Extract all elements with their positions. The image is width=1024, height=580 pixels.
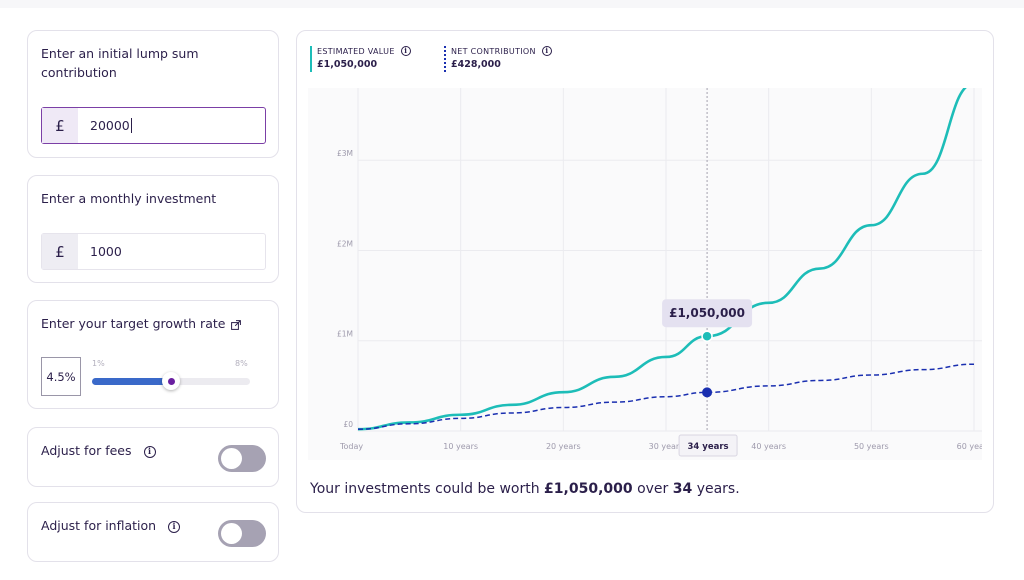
inflation-label-text: Adjust for inflation [41,518,157,533]
toggle-knob [221,448,242,469]
legend-net-swatch [444,46,446,72]
growth-card: Enter your target growth rate 4.5% 1% 8% [27,300,279,409]
inflation-label: Adjust for inflation i [41,516,181,535]
growth-chart[interactable]: £0 £1M £2M £3M £1,050,000 Today 10 years 20 yea… [308,88,982,460]
monthly-input[interactable]: £ 1000 [41,233,266,270]
highlight-x-box [678,434,738,457]
growth-slider[interactable] [92,372,250,390]
net-contribution-point [702,387,713,398]
text-caret [130,118,132,133]
x-tick-label: 20 years [546,442,581,451]
legend-estimated-title-text: ESTIMATED VALUE [317,47,395,56]
legend-net-title-text: NET CONTRIBUTION [451,47,536,56]
top-strip [0,0,1024,8]
y-tick-label: £3M [337,149,353,158]
info-icon[interactable]: i [541,46,552,56]
summary-middle: over [637,481,669,497]
external-link-icon[interactable] [231,319,242,330]
x-tick-label: 10 years [443,442,478,451]
summary-amount: £1,050,000 [544,481,633,497]
lump-sum-label: Enter an initial lump sum contribution [41,44,199,82]
x-tick-label: 60 years [957,442,982,451]
legend-estimated: ESTIMATED VALUE i £1,050,000 [310,46,411,72]
y-tick-label: £1M [337,330,353,339]
fees-label-text: Adjust for fees [41,443,132,458]
slider-thumb[interactable] [162,372,180,390]
legend-net-value: £428,000 [451,59,501,70]
y-tick-label: £0 [343,420,353,429]
legend-estimated-swatch [310,46,312,72]
inflation-toggle[interactable] [218,520,266,547]
x-tick-label: 50 years [854,442,889,451]
info-icon[interactable]: i [143,445,156,458]
legend-estimated-value: £1,050,000 [317,59,378,70]
slider-fill [92,378,179,385]
summary-suffix: years. [696,481,740,497]
estimated-value-line [357,88,968,431]
lump-sum-value-text: 20000 [90,118,130,133]
growth-label: Enter your target growth rate [41,314,242,333]
x-tick-label: Today [339,442,363,451]
plot-background [308,88,982,460]
lump-sum-label-line2: contribution [41,65,117,80]
toggle-knob [221,523,242,544]
summary-years: 34 [672,481,693,497]
tooltip-value: £1,050,000 [669,306,745,320]
lump-sum-label-line1: Enter an initial lump sum [41,46,199,61]
slider-max-label: 8% [235,359,248,368]
fees-toggle[interactable] [218,445,266,472]
x-tick-label: 40 years [751,442,786,451]
pound-icon: £ [42,234,78,269]
tooltip-box [662,299,753,328]
lump-sum-card: Enter an initial lump sum contribution £… [27,30,279,158]
info-icon[interactable]: i [400,46,411,56]
lump-sum-input[interactable]: £ 20000 [41,107,266,144]
lump-sum-value[interactable]: 20000 [78,108,265,143]
growth-rate-box[interactable]: 4.5% [41,357,81,396]
legend-net-title: NET CONTRIBUTION i [451,46,552,58]
slider-min-label: 1% [92,359,105,368]
summary-prefix: Your investments could be worth [310,481,540,497]
estimated-value-point [701,330,713,342]
growth-label-text: Enter your target growth rate [41,316,226,331]
legend-net: NET CONTRIBUTION i £428,000 [444,46,552,72]
monthly-label: Enter a monthly investment [41,191,217,206]
fees-card: Adjust for fees i [27,427,279,487]
monthly-value[interactable]: 1000 [90,244,122,259]
legend-estimated-title: ESTIMATED VALUE i [317,46,411,58]
monthly-card: Enter a monthly investment £ 1000 [27,175,279,283]
fees-label: Adjust for fees i [41,441,156,460]
x-tick-label: 30 years [649,442,684,451]
inflation-card: Adjust for inflation i [27,502,279,562]
highlight-x-label: 34 years [688,442,729,452]
summary-text: Your investments could be worth £1,050,0… [310,481,740,497]
y-tick-label: £2M [337,239,353,248]
info-icon[interactable]: i [168,520,181,533]
pound-icon: £ [42,108,78,143]
